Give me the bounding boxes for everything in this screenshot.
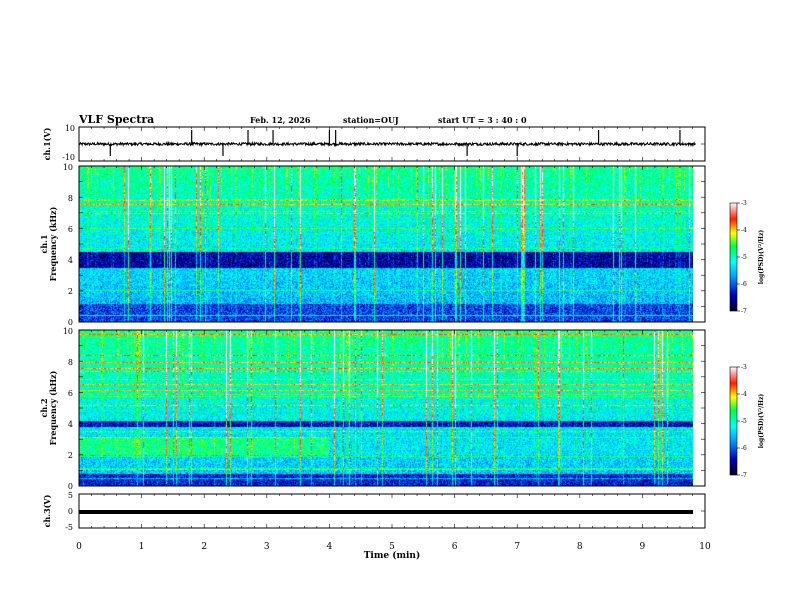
ch1-spec-ticks bbox=[78, 165, 706, 323]
cb1-tick-m4: -4 bbox=[741, 227, 747, 234]
ch2-colorbar-ticks bbox=[737, 366, 740, 476]
cb1-tick-m7: -7 bbox=[741, 308, 747, 315]
x-axis: 0 1 2 3 4 5 6 7 8 9 10 Time (min) bbox=[76, 542, 711, 561]
ch1-colorbar: -3 -4 -5 -6 -7 log(PSD)(V²/Hz) bbox=[729, 200, 765, 315]
ch3-ytick-5: 5 bbox=[68, 491, 73, 500]
ch2-spec-ytick-4: 4 bbox=[68, 420, 73, 429]
cb2-tick-m6: -6 bbox=[741, 445, 747, 452]
ch2-spec-ticks bbox=[78, 329, 706, 487]
xtick-8: 8 bbox=[577, 542, 583, 552]
ch1-spec-ytick-0: 0 bbox=[68, 318, 73, 327]
ch1-colorbar-scale bbox=[729, 202, 738, 312]
ch1-trace bbox=[78, 130, 696, 156]
ch3-ytick-0: 0 bbox=[68, 507, 73, 516]
ch2-colorbar-scale bbox=[729, 366, 738, 476]
xtick-2: 2 bbox=[201, 542, 207, 552]
ch2-spectrogram-panel: 0 2 4 6 8 10 ch.2 Frequency (kHz) bbox=[39, 327, 706, 491]
ch1-ytick--10: -10 bbox=[62, 153, 75, 162]
ch1-spectrogram-panel: 0 2 4 6 8 10 ch.1 Frequency (kHz) bbox=[39, 163, 706, 327]
ch1-spec-ytick-4: 4 bbox=[68, 256, 73, 265]
ch1-spectrogram-canvas bbox=[79, 166, 693, 322]
ch3-ytick--5: -5 bbox=[65, 523, 73, 532]
ch1-ylabel: ch.1(V) bbox=[42, 127, 52, 160]
ch2-spec-ytick-2: 2 bbox=[68, 451, 73, 460]
ch1-spec-ytick-6: 6 bbox=[68, 225, 73, 234]
ch1-spec-ylabel-line2: Frequency (kHz) bbox=[48, 206, 58, 281]
cb2-tick-m7: -7 bbox=[741, 472, 747, 479]
cb1-tick-m6: -6 bbox=[741, 281, 747, 288]
cb2-tick-m5: -5 bbox=[741, 418, 747, 425]
ch2-spec-ytick-0: 0 bbox=[68, 482, 73, 491]
ch2-spec-ylabel-line1: ch.2 bbox=[39, 398, 49, 417]
ch3-waveform-panel: 5 0 -5 ch.3(V) bbox=[42, 491, 706, 532]
cb2-tick-m4: -4 bbox=[741, 391, 747, 398]
ch1-waveform-panel: 10 -10 ch.1(V) bbox=[42, 124, 706, 162]
xtick-1: 1 bbox=[139, 542, 145, 552]
ch2-spec-ylabel-line2: Frequency (kHz) bbox=[48, 370, 58, 445]
xtick-5: 5 bbox=[389, 542, 395, 552]
x-axis-label: Time (min) bbox=[364, 550, 421, 561]
xtick-3: 3 bbox=[264, 542, 270, 552]
ch2-spec-ytick-8: 8 bbox=[68, 358, 73, 367]
cb1-label: log(PSD)(V²/Hz) bbox=[758, 230, 765, 285]
ch1-noise-trace bbox=[78, 140, 696, 148]
xtick-9: 9 bbox=[640, 542, 646, 552]
xtick-10: 10 bbox=[699, 542, 711, 552]
date-label: Feb. 12, 2026 bbox=[250, 115, 311, 125]
station-label: station=OUJ bbox=[343, 115, 399, 125]
cb2-tick-m3: -3 bbox=[741, 364, 747, 371]
start-ut-label: start UT = 3 : 40 : 0 bbox=[438, 115, 527, 125]
cb2-label: log(PSD)(V²/Hz) bbox=[758, 394, 765, 449]
xtick-7: 7 bbox=[514, 542, 520, 552]
ch1-colorbar-ticks bbox=[737, 202, 740, 312]
ch1-ytick-10: 10 bbox=[65, 124, 75, 133]
ch3-ylabel: ch.3(V) bbox=[42, 494, 52, 527]
ch1-ticks bbox=[78, 126, 706, 162]
xtick-0: 0 bbox=[76, 542, 82, 552]
xtick-6: 6 bbox=[452, 542, 458, 552]
ch1-spec-ytick-10: 10 bbox=[63, 163, 73, 172]
ch3-trace bbox=[79, 510, 693, 514]
ch1-spec-ytick-8: 8 bbox=[68, 194, 73, 203]
figure-title: VLF Spectra bbox=[78, 113, 154, 126]
ch1-spec-ytick-2: 2 bbox=[68, 287, 73, 296]
ch2-spectrogram-canvas bbox=[79, 330, 693, 486]
ch1-spec-ylabel-line1: ch.1 bbox=[39, 234, 49, 253]
ch2-colorbar: -3 -4 -5 -6 -7 log(PSD)(V²/Hz) bbox=[729, 364, 765, 479]
cb1-tick-m5: -5 bbox=[741, 254, 747, 261]
xtick-4: 4 bbox=[327, 542, 333, 552]
cb1-tick-m3: -3 bbox=[741, 200, 747, 207]
ch3-ticks bbox=[78, 493, 706, 529]
ch2-spec-ytick-10: 10 bbox=[63, 327, 73, 336]
ch2-spec-ytick-6: 6 bbox=[68, 389, 73, 398]
